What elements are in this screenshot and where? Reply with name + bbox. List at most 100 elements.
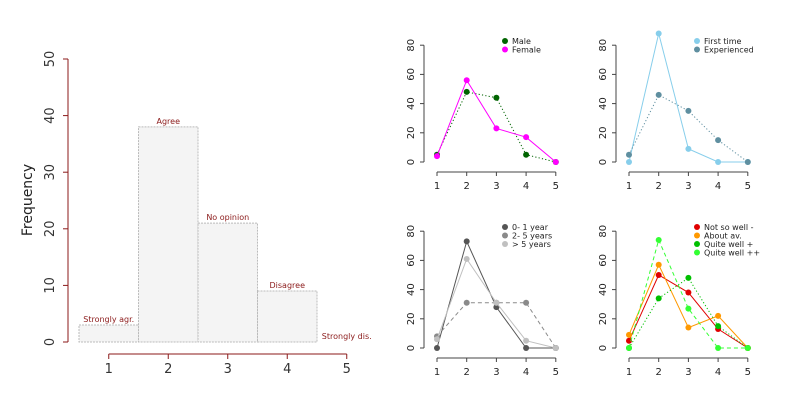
legend-swatch xyxy=(694,46,700,53)
x-tick-label: 5 xyxy=(745,181,751,192)
bar-label: Agree xyxy=(156,117,180,126)
legend-label: About av. xyxy=(704,232,742,241)
legend-label: 2- 5 years xyxy=(512,232,552,241)
y-tick-label: 40 xyxy=(43,107,58,124)
y-tick-label: 40 xyxy=(406,97,417,110)
data-point xyxy=(655,30,662,37)
bar-label: Strongly dis. xyxy=(322,332,372,341)
legend-label: Female xyxy=(512,46,541,55)
data-point xyxy=(715,312,722,319)
main-histogram-panel: Strongly agr. Agree No opinion Disagree Stro… xyxy=(20,51,372,377)
series-line xyxy=(628,277,749,349)
y-tick-label: 0 xyxy=(598,159,609,165)
data-point xyxy=(715,137,722,144)
x-tick-label: 2 xyxy=(464,367,470,378)
data-point xyxy=(715,345,722,351)
legend-swatch xyxy=(502,241,508,247)
y-tick-label: 80 xyxy=(598,225,609,238)
data-point xyxy=(715,323,722,330)
x-tick-label: 5 xyxy=(553,181,559,192)
y-tick-label: 40 xyxy=(598,97,609,110)
legend-swatch xyxy=(694,232,700,239)
data-point xyxy=(434,336,440,343)
y-tick-label: 80 xyxy=(598,39,609,52)
data-point xyxy=(715,159,722,165)
legend-swatch xyxy=(694,224,700,230)
x-tick-label: 5 xyxy=(553,367,559,378)
x-tick-label: 4 xyxy=(523,181,529,192)
y-tick-label: 40 xyxy=(598,283,609,296)
data-point xyxy=(626,337,632,344)
x-tick-label: 1 xyxy=(105,362,113,377)
legend-label: Male xyxy=(512,37,531,46)
data-point xyxy=(463,299,470,306)
x-tick-label: 2 xyxy=(656,367,662,378)
y-tick-label: 20 xyxy=(406,126,417,139)
data-point xyxy=(744,159,751,165)
legend-swatch xyxy=(694,249,700,256)
y-tick-label: 0 xyxy=(43,338,58,346)
data-point xyxy=(493,299,500,306)
data-point xyxy=(523,134,530,141)
data-point xyxy=(685,305,692,312)
legend-label: First time xyxy=(704,37,742,46)
x-tick-label: 4 xyxy=(715,367,721,378)
data-point xyxy=(463,88,470,95)
x-tick-label: 3 xyxy=(493,367,499,378)
x-tick-label: 3 xyxy=(685,367,691,378)
y-tick-label: 60 xyxy=(406,68,417,81)
y-tick-label: 60 xyxy=(598,68,609,81)
histogram-bar xyxy=(257,290,318,343)
legend-label: Quite well + xyxy=(704,240,753,249)
x-tick-label: 3 xyxy=(493,181,499,192)
data-point xyxy=(685,324,692,331)
series-line xyxy=(436,302,557,349)
x-tick-label: 5 xyxy=(343,362,351,377)
y-axis-title: Frequency xyxy=(20,164,36,236)
legend-swatch xyxy=(502,224,508,230)
y-tick-label: 80 xyxy=(406,39,417,52)
series-line xyxy=(628,238,748,349)
data-point xyxy=(655,236,662,243)
y-tick-label: 30 xyxy=(43,164,58,181)
bar-label: No opinion xyxy=(206,213,249,222)
data-point xyxy=(463,238,470,245)
legend-swatch xyxy=(694,38,700,44)
y-tick-label: 10 xyxy=(43,277,58,294)
y-tick-label: 0 xyxy=(406,345,417,351)
histogram-bar xyxy=(78,324,139,343)
histogram-bar xyxy=(138,126,199,343)
x-tick-label: 1 xyxy=(626,367,632,378)
x-tick-label: 4 xyxy=(283,362,291,377)
data-point xyxy=(655,295,662,302)
x-tick-label: 3 xyxy=(224,362,232,377)
legend-swatch xyxy=(502,38,508,44)
data-point xyxy=(523,345,530,351)
y-tick-label: 0 xyxy=(406,159,417,165)
data-point xyxy=(434,345,440,351)
x-tick-label: 2 xyxy=(464,181,470,192)
data-point xyxy=(523,299,530,306)
series-line xyxy=(436,79,557,163)
legend-label: Not so well - xyxy=(704,223,754,232)
y-tick-label: 20 xyxy=(43,221,58,238)
series-line xyxy=(436,239,556,349)
data-point xyxy=(685,107,692,114)
data-point xyxy=(493,304,500,311)
legend-label: Quite well ++ xyxy=(704,249,760,258)
data-point xyxy=(552,159,559,165)
data-point xyxy=(655,91,662,98)
data-point xyxy=(626,331,632,338)
x-tick-label: 3 xyxy=(685,181,691,192)
x-tick-label: 1 xyxy=(626,181,632,192)
data-point xyxy=(463,77,470,84)
bar-label: Strongly agr. xyxy=(83,315,134,324)
data-point xyxy=(552,345,559,351)
x-tick-label: 4 xyxy=(715,181,721,192)
y-tick-label: 20 xyxy=(598,312,609,325)
data-point xyxy=(626,151,632,158)
